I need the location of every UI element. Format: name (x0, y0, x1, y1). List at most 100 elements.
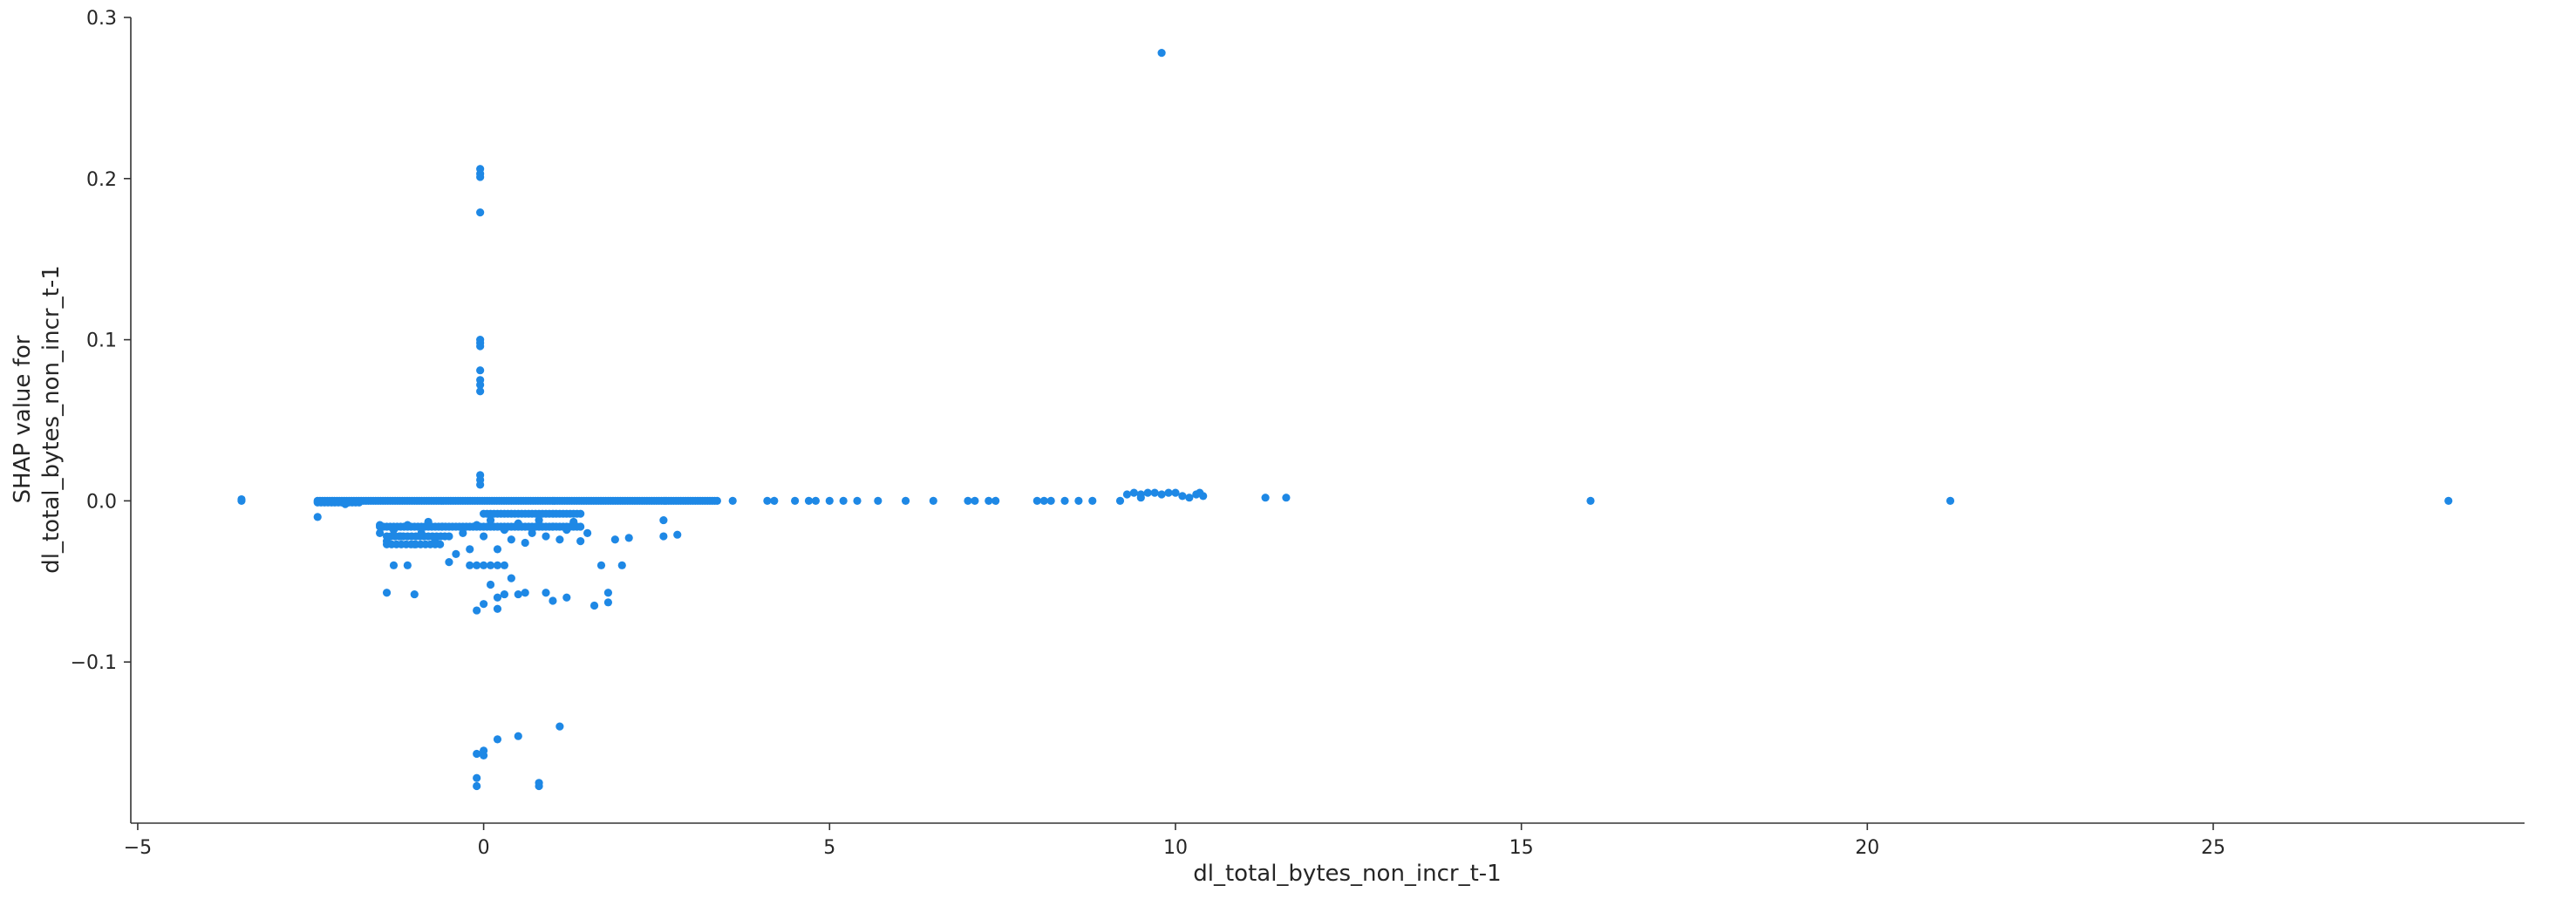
x-tick-label: 20 (1855, 837, 1879, 859)
x-ticks: −5 0 5 10 15 20 25 (124, 823, 2225, 859)
data-point (480, 600, 488, 609)
y-tick-label: 0.1 (86, 330, 117, 352)
data-point (473, 773, 481, 782)
data-point (562, 526, 571, 535)
data-point (1171, 488, 1180, 497)
data-point (438, 522, 446, 531)
data-point (1586, 496, 1595, 506)
data-point (555, 722, 564, 731)
x-tick-label: 5 (823, 837, 835, 859)
y-axis-title-line-1: SHAP value for (10, 335, 36, 503)
data-point (476, 480, 485, 489)
data-point (763, 496, 772, 506)
data-point (473, 521, 481, 529)
data-point (480, 561, 488, 569)
x-tick-label: 15 (1509, 837, 1534, 859)
data-point (971, 496, 979, 506)
data-point (1129, 488, 1138, 497)
data-point (825, 496, 834, 506)
data-point (603, 598, 613, 607)
data-point (417, 528, 426, 537)
data-point (376, 528, 385, 537)
data-point (1164, 488, 1173, 497)
points-layer (237, 49, 2453, 791)
data-point (466, 561, 474, 569)
data-point (1157, 490, 1166, 499)
data-point (493, 545, 502, 554)
data-point (507, 574, 515, 582)
data-point (791, 496, 800, 506)
y-ticks: −0.1 0.0 0.1 0.2 0.3 (71, 8, 131, 674)
y-tick-label: 0.3 (86, 8, 117, 30)
data-point (874, 496, 883, 506)
data-point (1143, 488, 1152, 497)
data-point (1282, 494, 1291, 502)
data-point (473, 781, 481, 791)
data-point (1261, 494, 1270, 502)
data-point (1150, 488, 1159, 497)
x-tick-label: 10 (1163, 837, 1188, 859)
data-point (514, 732, 522, 740)
data-point (500, 526, 509, 535)
data-point (2444, 496, 2453, 506)
data-point (1039, 496, 1048, 506)
data-point (473, 749, 481, 759)
y-tick-label: −0.1 (71, 652, 117, 674)
data-point (473, 606, 481, 615)
data-point (480, 532, 488, 541)
data-point (596, 561, 606, 569)
data-point (542, 589, 550, 597)
data-point (1185, 494, 1194, 502)
data-point (486, 561, 495, 569)
data-point (992, 496, 1000, 506)
data-point (403, 521, 412, 529)
data-point (493, 735, 502, 744)
data-point (1032, 496, 1041, 506)
data-point (514, 589, 522, 599)
data-point (1122, 490, 1132, 499)
y-tick-label: 0.0 (86, 491, 117, 513)
data-point (535, 515, 543, 525)
data-point (1178, 492, 1187, 501)
data-point (445, 558, 453, 567)
data-point (610, 535, 619, 544)
data-point (603, 589, 613, 597)
data-point (493, 604, 502, 613)
data-point (549, 596, 557, 605)
data-point (589, 601, 599, 610)
y-tick-label: 0.2 (86, 169, 117, 191)
data-point (476, 173, 485, 181)
x-tick-label: −5 (124, 837, 152, 859)
data-point (549, 522, 557, 531)
data-point (576, 537, 585, 546)
data-point (480, 751, 488, 759)
data-point (473, 561, 481, 569)
data-point (728, 496, 737, 506)
data-point (376, 521, 385, 529)
data-point (424, 517, 433, 527)
y-axis-title: SHAP value for dl_total_bytes_non_incr_t… (10, 265, 65, 573)
data-point (659, 532, 668, 541)
data-point (396, 532, 405, 541)
data-point (1046, 496, 1055, 506)
data-point (839, 496, 848, 506)
data-point (521, 589, 529, 597)
data-point (500, 589, 509, 599)
data-point (493, 561, 502, 569)
data-point (403, 561, 412, 569)
data-point (542, 532, 550, 541)
data-point (770, 496, 779, 506)
data-point (382, 537, 392, 546)
data-point (562, 593, 571, 602)
data-point (476, 342, 485, 351)
x-tick-label: 25 (2201, 837, 2225, 859)
data-point (555, 535, 564, 544)
data-point (476, 208, 485, 217)
data-point (1946, 496, 1955, 506)
data-point (476, 366, 485, 375)
data-point (901, 496, 910, 506)
data-point (624, 534, 633, 542)
data-point (528, 528, 536, 537)
data-point (569, 517, 578, 527)
